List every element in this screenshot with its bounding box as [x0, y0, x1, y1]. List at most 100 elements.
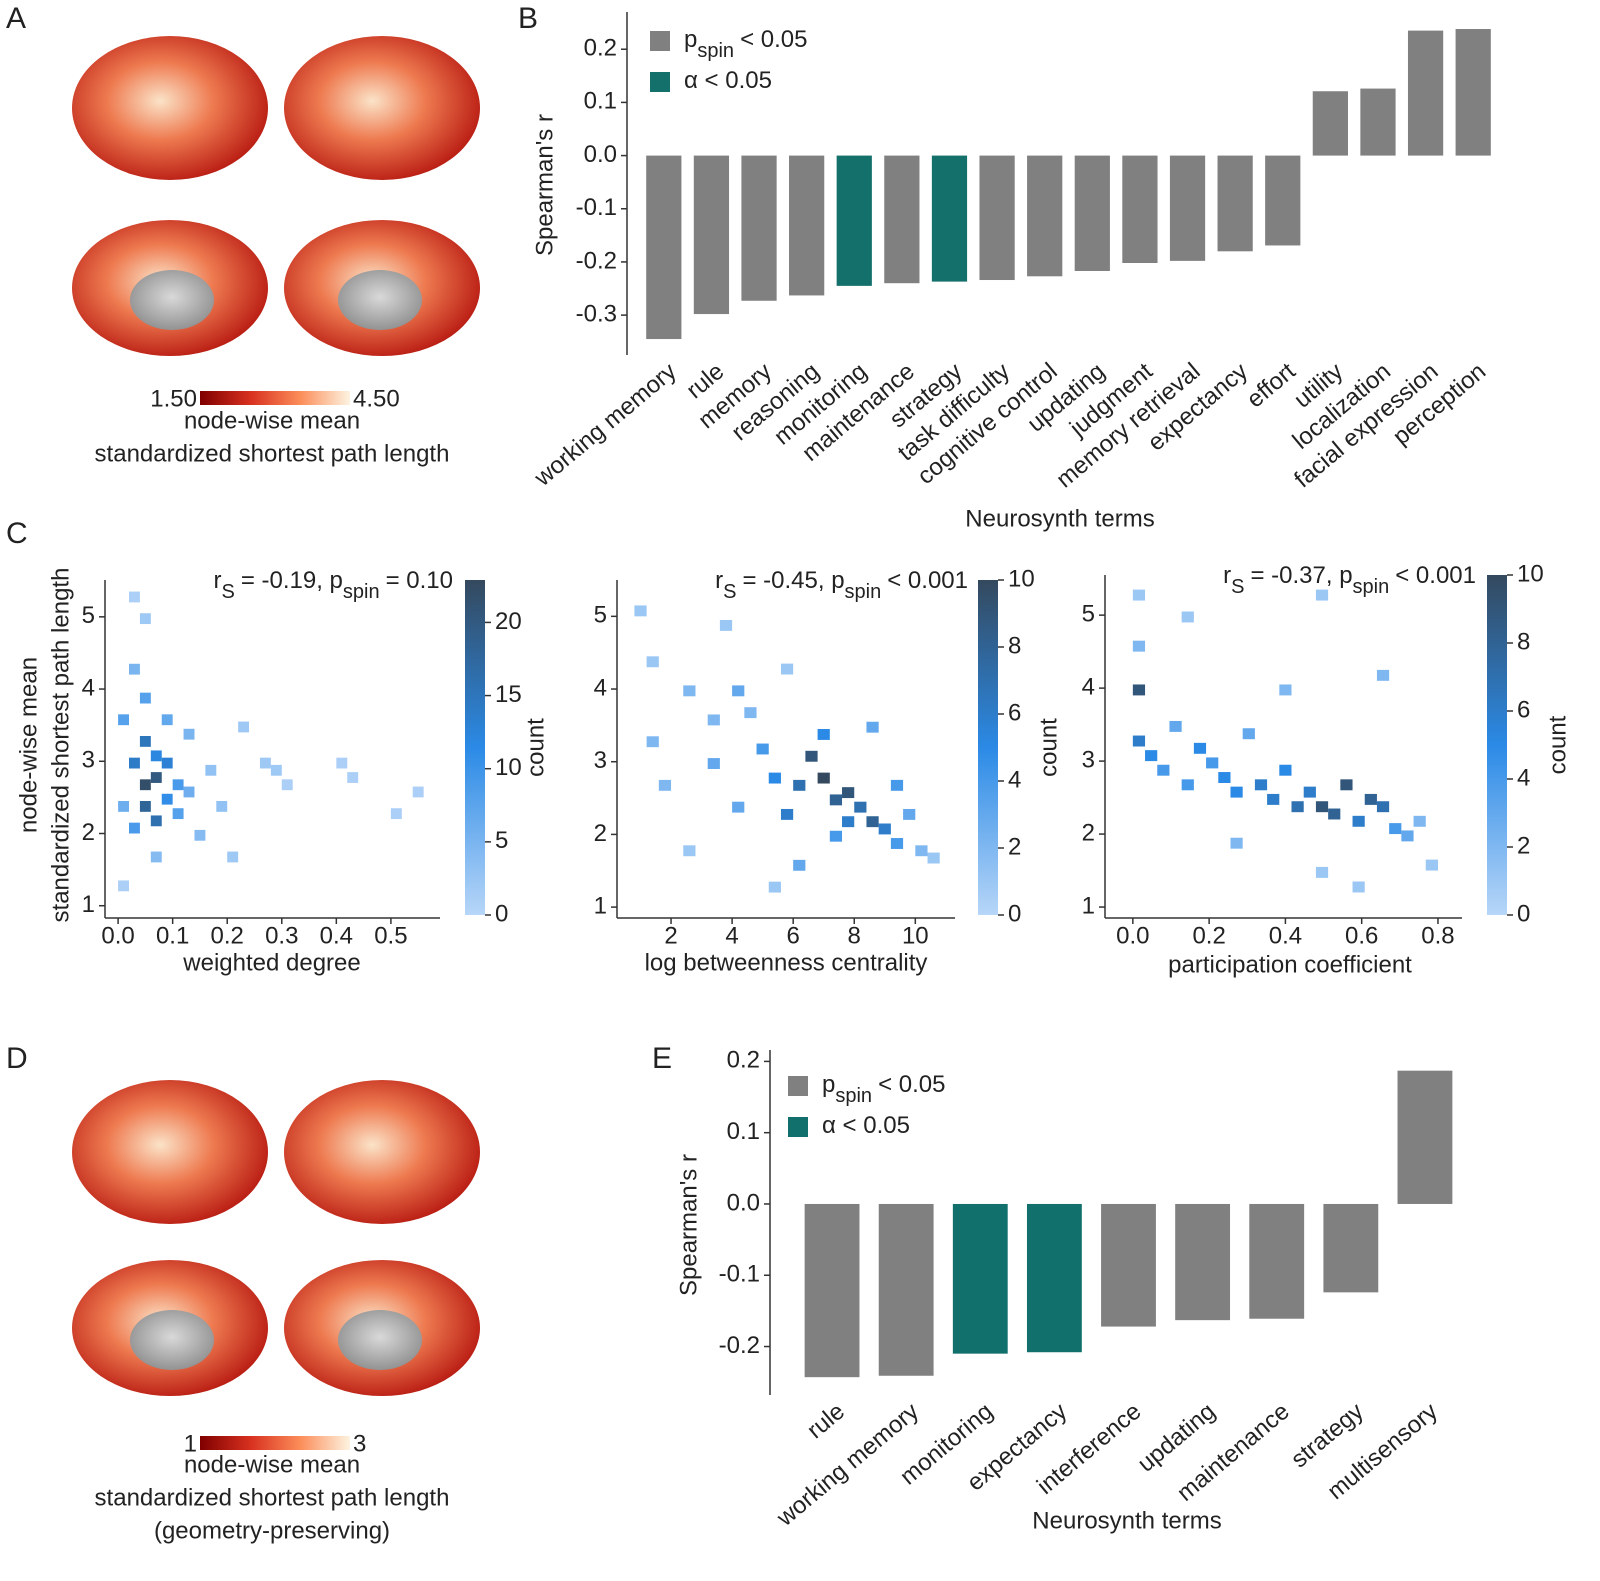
hist-cell: [1389, 823, 1402, 835]
hist-cell: [161, 714, 173, 726]
legend-subscript: spin: [835, 1085, 872, 1107]
hist-cell: [281, 779, 293, 791]
y-tick-label: 4: [1082, 673, 1095, 700]
hist-cell: [139, 692, 151, 704]
legend-label: α < 0.05: [822, 1112, 910, 1139]
colorbar-tick-label: 10: [1517, 560, 1544, 587]
y-tick-label: 0.1: [727, 1118, 760, 1145]
hist-cell: [1132, 735, 1146, 747]
bar: [1122, 155, 1158, 264]
bar: [884, 155, 920, 284]
bar: [1249, 1203, 1305, 1319]
hist-cell: [842, 787, 855, 799]
bar: [741, 155, 777, 301]
bar: [1455, 29, 1491, 156]
panel-label: B: [518, 2, 538, 35]
hist-cell: [1218, 772, 1231, 783]
y-tick-label: 5: [82, 602, 95, 629]
colorbar-tick-label: 2: [1008, 833, 1021, 860]
hist-cell: [150, 750, 162, 762]
hist-cell: [683, 845, 696, 857]
colorbar-tick-label: 6: [1517, 696, 1530, 723]
hist-cell: [336, 757, 348, 769]
bar: [693, 155, 730, 315]
colorbar-tick-label: 6: [1008, 699, 1021, 726]
y-tick-label: 2: [82, 819, 95, 846]
brain-images-d: [72, 1080, 480, 1396]
hist-cell: [744, 707, 757, 719]
colorbar-label: standardized shortest path length: [95, 1484, 450, 1511]
hist-cell: [915, 845, 928, 857]
hist-cell: [118, 880, 130, 892]
hist-cell: [927, 852, 940, 864]
y-tick-label: 0.2: [584, 35, 617, 62]
bar: [952, 1203, 1008, 1354]
hist-cell: [719, 619, 733, 631]
hist-cell: [780, 808, 794, 820]
hist-cell: [161, 793, 173, 805]
hist-cell: [756, 743, 769, 755]
hist-cell: [890, 779, 904, 791]
colorbar-tick-label: 1.50: [150, 385, 197, 412]
annotation-text: < 0.001: [887, 567, 968, 594]
brain-lateral-left: [72, 36, 268, 180]
x-axis-label: participation coefficient: [1168, 951, 1412, 978]
y-tick-label: -0.1: [719, 1261, 760, 1288]
brain-medial-core: [130, 1310, 214, 1370]
x-axis-label: Neurosynth terms: [965, 505, 1154, 532]
y-tick-label: 2: [1082, 819, 1095, 846]
x-axis-label: log betweenness centrality: [645, 949, 928, 976]
bar: [1323, 1203, 1379, 1293]
x-tick-label: rule: [802, 1398, 850, 1444]
hist-cell: [1132, 684, 1146, 696]
hist-cell: [1267, 793, 1280, 805]
hist-cell: [150, 851, 162, 863]
hist-cell: [1291, 801, 1304, 813]
y-tick-label: 5: [1082, 600, 1095, 627]
hist-cell: [1315, 866, 1329, 878]
hist-cell: [780, 663, 794, 675]
x-tick-label: 0.6: [1345, 922, 1378, 949]
bar: [1169, 155, 1206, 261]
hist-cell: [634, 605, 647, 617]
bar: [1217, 155, 1253, 252]
colorbar-label: count: [1035, 718, 1062, 777]
y-axis-label: standardized shortest path length: [47, 568, 74, 923]
hist-cell: [1242, 728, 1255, 740]
legend-swatch: [788, 1117, 808, 1137]
hist-cell: [129, 822, 140, 834]
hist-cell: [172, 779, 184, 791]
colorbar-tick-label: 10: [1008, 565, 1035, 592]
y-tick-label: -0.2: [576, 247, 617, 274]
colorbar-tick-label: 4: [1008, 766, 1021, 793]
annotation-text: r: [715, 567, 723, 594]
x-tick-label: 2: [664, 922, 677, 949]
colorbar: [1487, 575, 1507, 915]
y-tick-label: 3: [594, 747, 607, 774]
x-tick-label: 0.2: [1192, 922, 1225, 949]
hist-cell: [183, 786, 195, 798]
hist-cell: [139, 736, 151, 747]
y-tick-label: -0.1: [576, 194, 617, 221]
annotation: rS = -0.19, pspin = 0.10: [213, 567, 453, 603]
y-tick-label: 0.1: [584, 88, 617, 115]
annotation-subscript: S: [723, 581, 736, 603]
bar: [1407, 30, 1444, 156]
annotation-text: r: [213, 567, 221, 594]
bar: [1312, 91, 1348, 156]
hist-cell: [129, 757, 140, 769]
brain-lateral-right: [284, 36, 480, 180]
x-tick-label: 0.0: [101, 922, 134, 949]
hist-cell: [1279, 764, 1292, 776]
colorbar: [200, 391, 350, 405]
hist-cell: [842, 816, 855, 828]
colorbar-tick-label: 5: [495, 827, 508, 854]
hist-cell: [1254, 779, 1268, 791]
hist-cell: [1145, 750, 1158, 762]
bar: [878, 1203, 934, 1376]
hist-cell: [805, 750, 818, 762]
legend-swatch: [788, 1076, 808, 1096]
hist-cell: [707, 758, 720, 769]
hist-cell: [238, 721, 250, 733]
hist-cell: [1352, 815, 1365, 827]
